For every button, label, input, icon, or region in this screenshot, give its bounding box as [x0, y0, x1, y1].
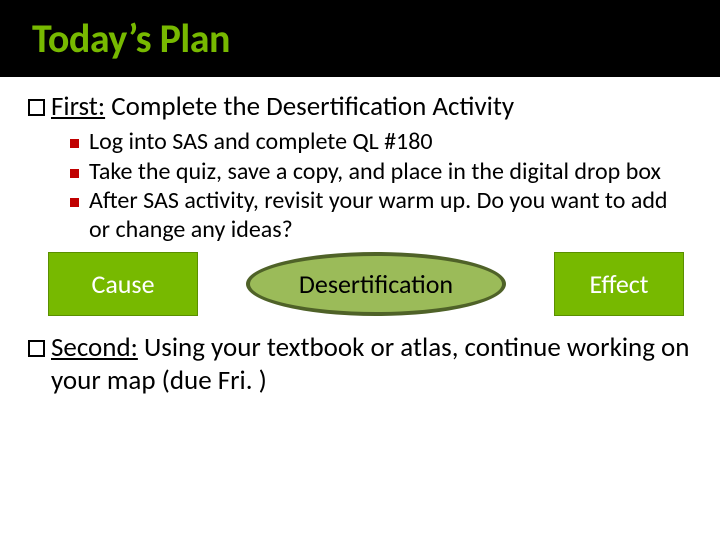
list-item: Log into SAS and complete QL #180: [70, 127, 692, 156]
desertification-oval: Desertification: [246, 252, 506, 316]
second-item-text: Second: Using your textbook or atlas, co…: [51, 332, 692, 397]
square-bullet-icon: [28, 99, 45, 116]
content-area: First: Complete the Desertification Acti…: [0, 77, 720, 244]
list-item: Take the quiz, save a copy, and place in…: [70, 157, 692, 186]
second-lead: Second:: [51, 331, 138, 364]
sub-list: Log into SAS and complete QL #180 Take t…: [70, 127, 692, 244]
first-lead: First:: [51, 90, 105, 123]
page-title: Today’s Plan: [32, 14, 230, 63]
cause-box: Cause: [48, 252, 198, 316]
square-bullet-small-icon: [70, 169, 79, 178]
list-item: After SAS activity, revisit your warm up…: [70, 186, 692, 245]
sub-text: After SAS activity, revisit your warm up…: [89, 186, 692, 245]
sub-text: Log into SAS and complete QL #180: [89, 127, 433, 156]
cause-label: Cause: [91, 268, 154, 300]
square-bullet-small-icon: [70, 139, 79, 148]
effect-label: Effect: [589, 268, 648, 300]
first-item-text: First: Complete the Desertification Acti…: [51, 91, 514, 123]
square-bullet-icon: [28, 340, 45, 357]
second-rest: Using your textbook or atlas, continue w…: [51, 331, 689, 396]
slide: Today’s Plan First: Complete the Deserti…: [0, 0, 720, 540]
shapes-row: Cause Desertification Effect: [0, 244, 720, 324]
effect-box: Effect: [554, 252, 684, 316]
title-band: Today’s Plan: [0, 0, 720, 77]
first-item: First: Complete the Desertification Acti…: [28, 91, 692, 123]
sub-text: Take the quiz, save a copy, and place in…: [89, 157, 661, 186]
second-item: Second: Using your textbook or atlas, co…: [0, 324, 720, 397]
square-bullet-small-icon: [70, 198, 79, 207]
oval-label: Desertification: [299, 268, 453, 300]
second-item-row: Second: Using your textbook or atlas, co…: [28, 332, 692, 397]
first-rest: Complete the Desertification Activity: [105, 90, 514, 123]
